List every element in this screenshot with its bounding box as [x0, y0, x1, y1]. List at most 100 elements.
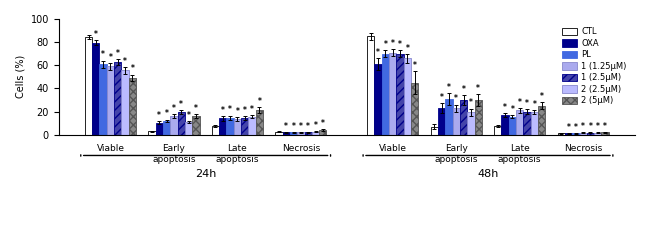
Text: *: *	[398, 40, 402, 49]
Bar	[107, 66, 114, 135]
Bar	[290, 132, 297, 135]
Text: *: *	[510, 105, 514, 114]
Text: *: *	[321, 119, 325, 128]
Bar	[163, 121, 170, 135]
Bar	[304, 132, 312, 135]
Text: *: *	[313, 121, 317, 130]
Bar	[580, 133, 587, 135]
Bar	[99, 64, 107, 135]
Text: 48h: 48h	[477, 169, 499, 179]
Text: *: *	[384, 40, 387, 49]
Bar	[389, 53, 396, 135]
Text: *: *	[284, 122, 288, 131]
Legend: CTL, OXA, PL, 1 (1.25μM), 1 (2.5μM), 2 (2.5μM), 2 (5μM): CTL, OXA, PL, 1 (1.25μM), 1 (2.5μM), 2 (…	[558, 23, 631, 109]
Text: *: *	[413, 61, 417, 70]
Text: *: *	[157, 111, 161, 120]
Bar	[565, 134, 572, 135]
Bar	[226, 118, 234, 135]
Text: *: *	[109, 53, 112, 62]
Text: *: *	[476, 84, 480, 93]
Text: *: *	[164, 109, 168, 119]
Text: *: *	[596, 122, 600, 131]
Text: *: *	[518, 98, 522, 107]
Bar	[170, 116, 177, 135]
Bar	[601, 132, 609, 135]
Text: *: *	[131, 64, 135, 73]
Text: *: *	[469, 98, 473, 108]
Bar	[452, 108, 460, 135]
Bar	[312, 132, 319, 135]
Bar	[530, 112, 538, 135]
Bar	[275, 132, 283, 135]
Text: *: *	[250, 105, 254, 114]
Bar	[255, 110, 263, 135]
Bar	[129, 78, 136, 135]
Text: *: *	[588, 122, 592, 131]
Text: *: *	[376, 48, 380, 57]
Bar	[558, 134, 565, 135]
Bar	[283, 132, 290, 135]
Text: *: *	[581, 122, 585, 131]
Bar	[438, 108, 445, 135]
Text: *: *	[299, 122, 303, 131]
Bar	[148, 131, 155, 135]
Text: *: *	[306, 122, 310, 131]
Text: *: *	[540, 92, 543, 101]
Text: *: *	[603, 122, 607, 131]
Text: *: *	[532, 100, 536, 109]
Bar	[212, 126, 219, 135]
Text: *: *	[574, 123, 578, 132]
Bar	[192, 116, 200, 135]
Bar	[396, 54, 404, 135]
Bar	[382, 54, 389, 135]
Text: *: *	[101, 50, 105, 60]
Text: *: *	[187, 111, 190, 120]
Text: *: *	[243, 106, 246, 115]
Text: *: *	[194, 104, 198, 113]
Bar	[594, 133, 601, 135]
Bar	[297, 132, 304, 135]
Bar	[501, 115, 509, 135]
Bar	[516, 110, 523, 135]
Text: *: *	[292, 122, 296, 131]
Bar	[467, 112, 474, 135]
Bar	[114, 62, 122, 135]
Bar	[494, 126, 501, 135]
Bar	[572, 134, 580, 135]
Bar	[523, 111, 530, 135]
Text: *: *	[116, 49, 120, 58]
Text: *: *	[235, 107, 239, 116]
Text: *: *	[257, 97, 261, 106]
Text: *: *	[406, 44, 410, 53]
Bar	[185, 122, 192, 135]
Bar	[319, 130, 326, 135]
Bar	[411, 83, 419, 135]
Text: *: *	[567, 123, 571, 132]
Bar	[155, 123, 163, 135]
Text: *: *	[525, 99, 529, 108]
Bar	[431, 126, 438, 135]
Text: *: *	[454, 94, 458, 103]
Text: *: *	[221, 106, 225, 115]
Bar	[445, 99, 452, 135]
Text: *: *	[94, 30, 98, 39]
Bar	[234, 119, 241, 135]
Text: *: *	[124, 57, 127, 66]
Bar	[474, 100, 482, 135]
Text: *: *	[439, 93, 443, 102]
Text: *: *	[447, 83, 451, 92]
Bar	[241, 118, 248, 135]
Bar	[460, 100, 467, 135]
Y-axis label: Cells (%): Cells (%)	[15, 55, 25, 98]
Text: *: *	[462, 85, 465, 94]
Text: *: *	[503, 103, 507, 111]
Bar	[587, 133, 594, 135]
Text: *: *	[228, 106, 232, 114]
Bar	[367, 36, 374, 135]
Text: *: *	[391, 39, 395, 48]
Text: *: *	[172, 104, 176, 113]
Bar	[374, 64, 382, 135]
Bar	[509, 117, 516, 135]
Text: 24h: 24h	[195, 169, 216, 179]
Bar	[248, 117, 255, 135]
